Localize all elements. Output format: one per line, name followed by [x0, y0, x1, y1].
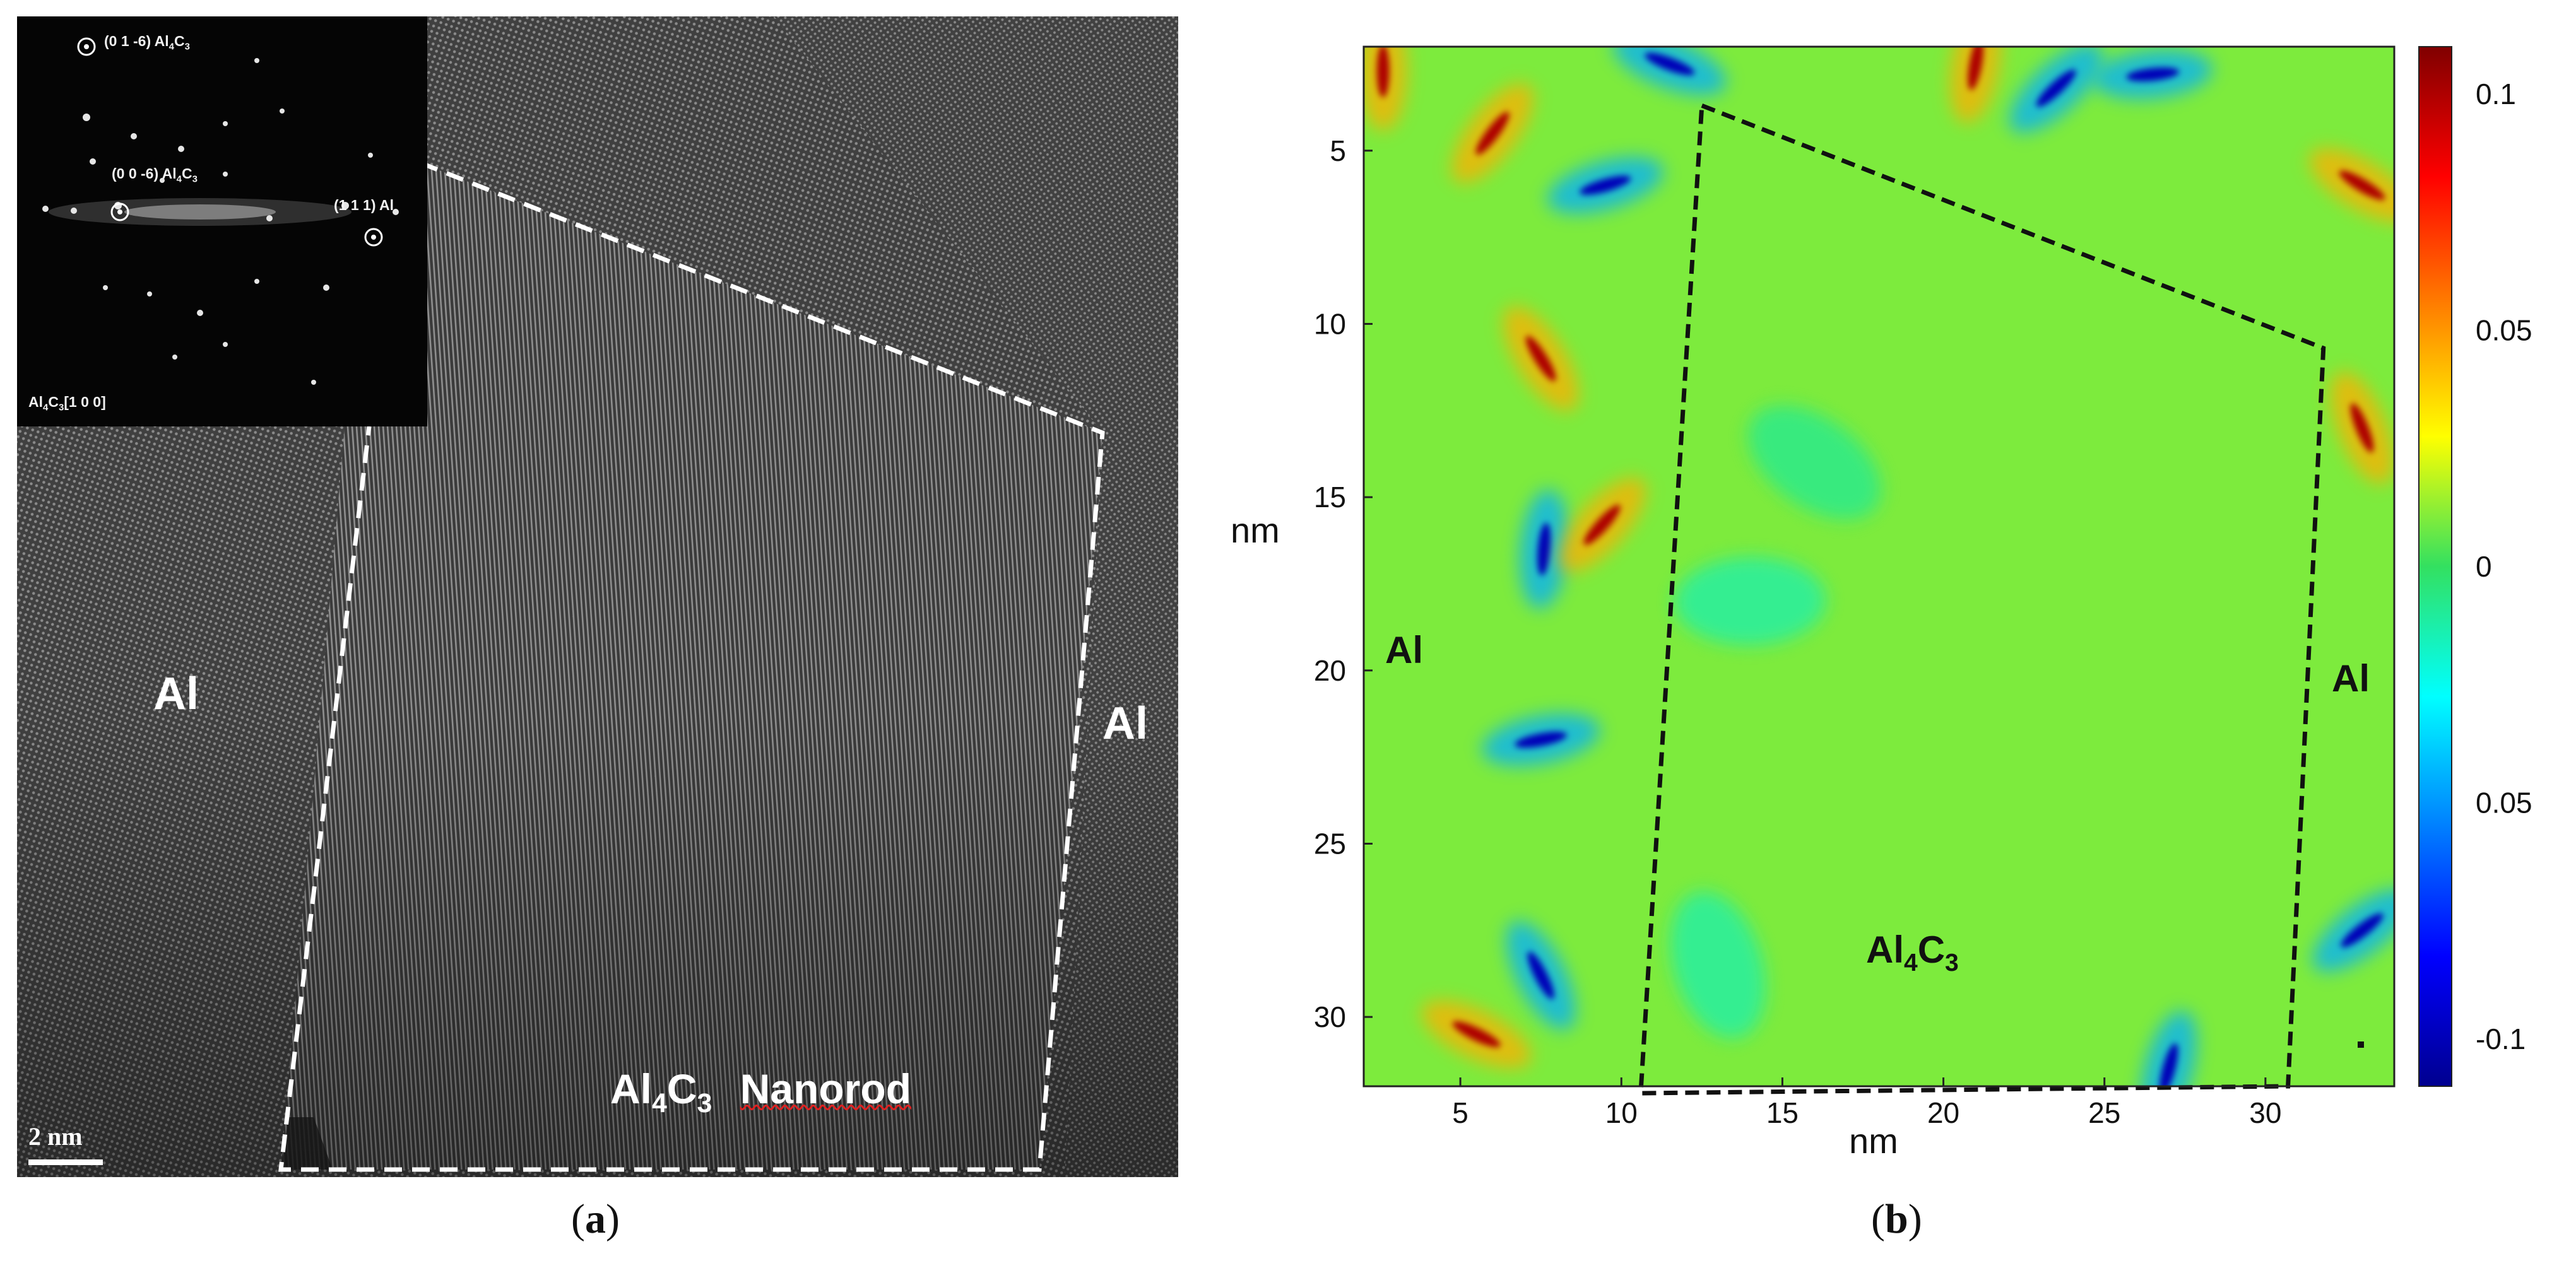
y-tick-label: 5 — [1330, 134, 1346, 167]
colorbar-tick-label: 0 — [2476, 550, 2492, 583]
strain-core-10 — [1968, 47, 1983, 90]
caption-a: (a) — [571, 1196, 620, 1242]
nanorod-label: Al4C3 Nanorod — [610, 1065, 912, 1119]
al-label-right-map: Al — [2332, 657, 2370, 700]
colorbar-tick-label: 0.05 — [2476, 314, 2532, 346]
scale-bar-label: 2 nm — [28, 1122, 83, 1151]
plot-frame — [1362, 45, 2396, 1088]
fft-pattern — [17, 16, 427, 426]
strain-core-15 — [2159, 1043, 2178, 1086]
corner-marker — [2358, 1041, 2364, 1048]
x-tick-label: 20 — [1927, 1096, 1959, 1129]
y-tick-label: 20 — [1314, 654, 1346, 687]
colorbar-tick-label: -0.1 — [2476, 1023, 2526, 1055]
fft-spot-016-label: (0 1 -6) Al4C3 — [104, 33, 190, 52]
x-tick-label: 25 — [2088, 1096, 2120, 1129]
al-label-left: Al — [153, 669, 199, 719]
fft-spot-006-label: (0 0 -6) Al4C3 — [112, 165, 198, 185]
caption-b: (b) — [1871, 1196, 1922, 1242]
strain-core-12 — [2126, 67, 2180, 81]
x-tick-label: 15 — [1766, 1096, 1799, 1129]
strain-core-5 — [1537, 522, 1551, 576]
strain-core-14 — [2350, 403, 2374, 453]
strain-map-chart: 5 10 15 20 25 30 5 10 15 20 25 30 0.1 0.05 0 0.05 -0.1 — [1314, 45, 2532, 1129]
strain-core-13 — [2339, 170, 2385, 201]
strain-halo-17 — [1674, 556, 1826, 645]
zone-axis-label: Al4C3[1 0 0] — [28, 394, 106, 413]
strain-core-1 — [1475, 112, 1510, 155]
nanorod-outline — [278, 140, 1105, 1172]
hrtem-panel: Al Al Al4C3 Nanorod 2 nm — [17, 16, 1178, 1177]
fft-spot-111-label: (1 1 1) Al — [334, 197, 394, 213]
x-tick-label: 5 — [1452, 1096, 1468, 1129]
x-tick-label: 30 — [2249, 1096, 2281, 1129]
al4c3-label-map: Al4C3 — [1866, 929, 1959, 977]
colorbar-tick-label: 0.1 — [2476, 78, 2516, 110]
strain-core-0 — [1376, 47, 1390, 98]
al-label-left-map: Al — [1385, 629, 1423, 671]
dark-fringe — [281, 1117, 333, 1170]
strain-core-6 — [1583, 505, 1621, 546]
y-tick-label: 30 — [1314, 1000, 1346, 1033]
strain-core-11 — [2036, 69, 2076, 107]
y-axis-label: nm — [1231, 510, 1280, 550]
scale-bar — [28, 1159, 103, 1165]
strain-core-2 — [1580, 175, 1631, 195]
strain-core-9 — [1527, 951, 1554, 999]
fft-inset: (0 1 -6) Al4C3 (0 0 -6) Al4C3 (1 1 1) Al… — [17, 16, 427, 426]
al-label-right: Al — [1102, 698, 1148, 749]
strain-halo-18 — [1747, 405, 1881, 520]
y-tick-label: 25 — [1314, 827, 1346, 860]
strain-core-7 — [1515, 731, 1567, 748]
strain-core-4 — [1525, 336, 1556, 382]
strain-core-3 — [1645, 52, 1695, 76]
colorbar-tick-label: 0.05 — [2476, 787, 2532, 819]
x-tick-label: 10 — [1605, 1096, 1638, 1129]
colorbar — [2418, 46, 2452, 1087]
strain-halo-19 — [1670, 891, 1766, 1039]
x-axis-label: nm — [1849, 1121, 1898, 1161]
y-tick-label: 15 — [1314, 481, 1346, 513]
strain-core-16 — [2341, 913, 2384, 947]
strain-map-panel: 5 10 15 20 25 30 5 10 15 20 25 30 0.1 0.05 0 0.05 -0.1… — [1183, 16, 2559, 1215]
strain-core-8 — [1452, 1021, 1501, 1048]
y-tick-label: 10 — [1314, 307, 1346, 340]
